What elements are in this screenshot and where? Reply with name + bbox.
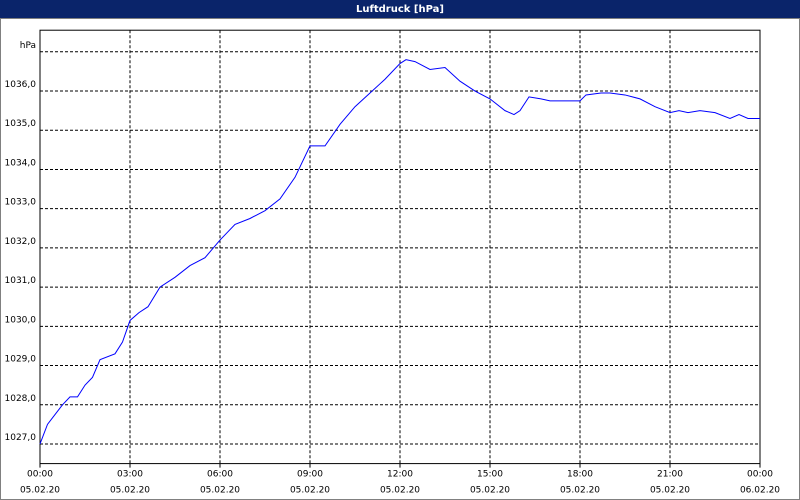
- y-tick-label: 1027,0: [5, 433, 37, 443]
- x-tick-label: 00:00: [747, 470, 773, 480]
- x-tick-label: 05.02.20: [20, 486, 60, 496]
- x-tick-label: 05.02.20: [470, 486, 510, 496]
- chart-title: Luftdruck [hPa]: [356, 4, 444, 15]
- x-tick-label: 06.02.20: [740, 486, 780, 496]
- x-tick-label: 12:00: [387, 470, 413, 480]
- line-series: [39, 59, 760, 445]
- x-tick-label: 05.02.20: [110, 486, 150, 496]
- x-tick-label: 00:00: [27, 470, 53, 480]
- x-tick-label: 21:00: [657, 470, 683, 480]
- x-tick-label: 05.02.20: [650, 486, 690, 496]
- x-tick-label: 05.02.20: [380, 486, 420, 496]
- y-tick-label: 1030,0: [5, 315, 37, 325]
- y-tick-label: hPa: [20, 41, 36, 51]
- y-tick-label: 1036,0: [5, 80, 37, 90]
- x-tick-label: 09:00: [297, 470, 323, 480]
- x-tick-label: 05.02.20: [290, 486, 330, 496]
- x-tick-label: 03:00: [117, 470, 143, 480]
- y-tick-label: 1028,0: [5, 394, 37, 404]
- y-tick-label: 1035,0: [5, 119, 37, 129]
- x-tick-label: 18:00: [567, 470, 593, 480]
- y-tick-label: 1033,0: [5, 198, 37, 208]
- y-tick-label: 1029,0: [5, 355, 37, 365]
- y-tick-label: 1031,0: [5, 276, 37, 286]
- x-tick-label: 05.02.20: [560, 486, 600, 496]
- x-tick-label: 06:00: [207, 470, 233, 480]
- x-tick-label: 05.02.20: [200, 486, 240, 496]
- title-bar: [0, 0, 800, 18]
- x-tick-label: 15:00: [477, 470, 503, 480]
- y-tick-label: 1034,0: [5, 158, 37, 168]
- y-tick-label: 1032,0: [5, 237, 37, 247]
